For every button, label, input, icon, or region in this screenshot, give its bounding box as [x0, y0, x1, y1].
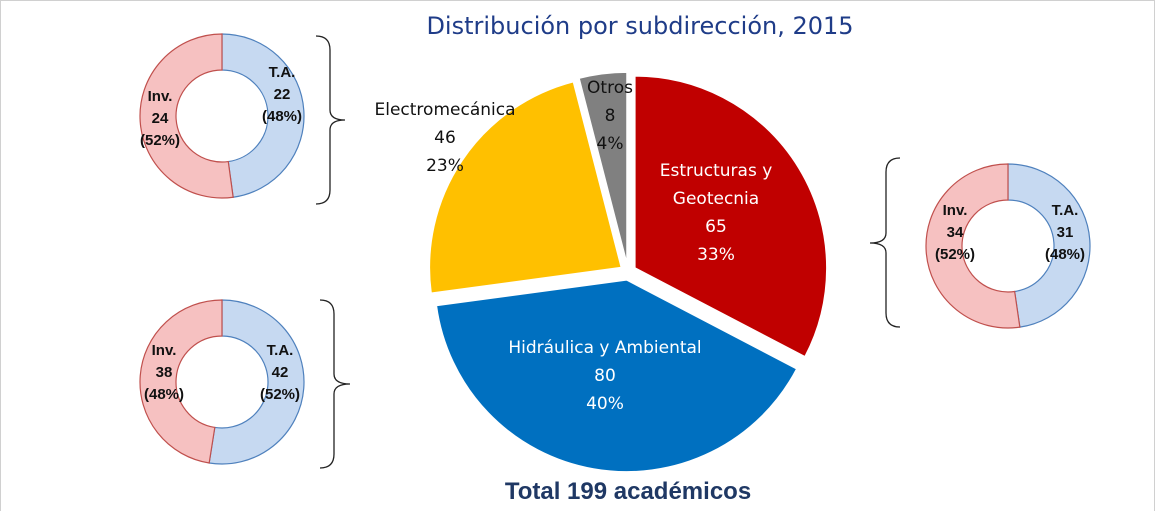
- donut-label: T.A. 42 (52%): [260, 340, 300, 406]
- category-label: Inv.: [147, 88, 173, 105]
- donut-label: Inv. 38 (48%): [144, 340, 184, 406]
- percent-label: 4%: [596, 134, 624, 154]
- slice-label: Electromecánica 46 23%: [360, 96, 530, 180]
- donut-label: Inv. 34 (52%): [935, 200, 975, 266]
- category-label: T.A.: [268, 64, 296, 81]
- pie-slice: [435, 279, 798, 473]
- slice-label: Hidráulica y Ambiental 80 40%: [475, 334, 735, 418]
- percent-label: (52%): [139, 132, 181, 149]
- percent-label: 33%: [697, 245, 735, 265]
- brace: [319, 299, 351, 469]
- donut-segment: [221, 33, 305, 198]
- value-label: 38: [155, 364, 173, 381]
- pie-slice: [634, 75, 828, 358]
- value-label: 24: [151, 110, 169, 127]
- category-label: T.A.: [266, 342, 294, 359]
- percent-label: (48%): [1044, 246, 1086, 263]
- value-label: 46: [434, 128, 456, 148]
- donut-label: Inv. 24 (52%): [140, 86, 180, 152]
- donut-label: T.A. 31 (48%): [1045, 200, 1085, 266]
- category-label: Otros: [587, 78, 633, 98]
- value-label: 42: [271, 364, 289, 381]
- category-label: Inv.: [942, 202, 968, 219]
- category-label: Hidráulica y Ambiental: [508, 338, 702, 358]
- brace: [869, 157, 901, 328]
- chart-title: Distribución por subdirección, 2015: [426, 12, 854, 40]
- donut-segment: [925, 163, 1021, 329]
- value-label: 34: [946, 224, 964, 241]
- percent-label: (48%): [143, 386, 185, 403]
- category-label: Electromecánica: [374, 100, 516, 120]
- pie-slice: [428, 80, 623, 295]
- category-label: T.A.: [1051, 202, 1079, 219]
- donut-segment: [1007, 163, 1091, 328]
- value-label: 80: [594, 366, 616, 386]
- pie-slice: [578, 71, 628, 265]
- value-label: 31: [1056, 224, 1074, 241]
- percent-label: 40%: [586, 394, 624, 414]
- percent-label: (52%): [259, 386, 301, 403]
- donut-segment: [139, 299, 223, 464]
- slice-label: Otros 8 4%: [580, 74, 640, 158]
- slice-label: Estructuras y Geotecnia 65 33%: [651, 157, 781, 269]
- donut-segment: [139, 33, 234, 199]
- brace: [315, 35, 346, 205]
- donut-label: T.A. 22 (48%): [262, 62, 302, 128]
- donut-segment: [208, 299, 305, 465]
- category-label: Estructuras y Geotecnia: [659, 161, 773, 209]
- category-label: Inv.: [151, 342, 177, 359]
- value-label: 65: [705, 217, 727, 237]
- percent-label: 23%: [426, 156, 464, 176]
- total-annotation: Total 199 académicos: [504, 478, 752, 505]
- percent-label: (52%): [934, 246, 976, 263]
- value-label: 8: [604, 106, 616, 126]
- value-label: 22: [273, 86, 291, 103]
- percent-label: (48%): [261, 108, 303, 125]
